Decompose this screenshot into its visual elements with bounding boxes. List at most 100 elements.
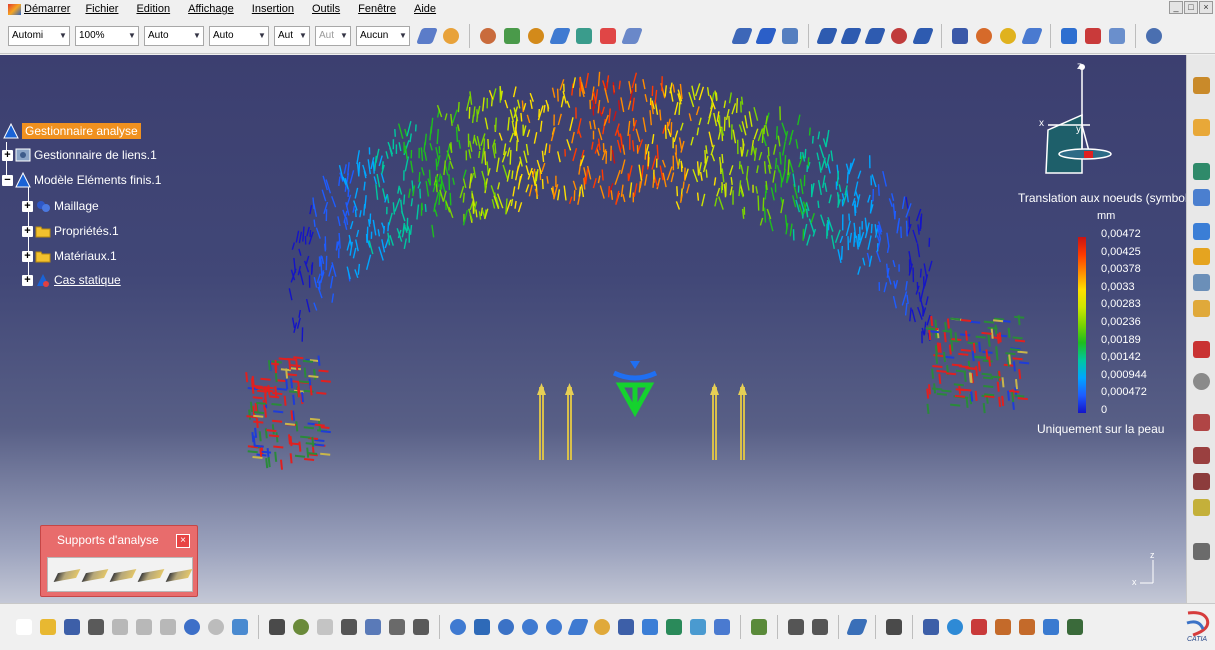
- gear-icon[interactable]: [1193, 77, 1210, 94]
- plane-icon[interactable]: [1193, 248, 1210, 265]
- hide-show-icon[interactable]: [687, 616, 709, 638]
- inertia-icon[interactable]: [410, 616, 432, 638]
- cube-icon[interactable]: [1193, 223, 1210, 240]
- restore-button[interactable]: □: [1184, 1, 1198, 14]
- normal-view-icon[interactable]: [567, 616, 589, 638]
- macro-icon[interactable]: [846, 616, 868, 638]
- pan-icon[interactable]: [471, 616, 493, 638]
- principal-stress-icon[interactable]: [816, 25, 838, 47]
- style-combo[interactable]: Aucun ▼: [356, 25, 410, 46]
- amplification-icon[interactable]: [973, 25, 995, 47]
- table-icon[interactable]: [338, 616, 360, 638]
- shading-icon[interactable]: [663, 616, 685, 638]
- expand-icon[interactable]: +: [22, 250, 33, 262]
- triangle-view-icon[interactable]: [1193, 163, 1210, 180]
- rigid-support-icon[interactable]: [140, 564, 164, 586]
- check-icon[interactable]: [992, 616, 1014, 638]
- tree-root-analysis-manager[interactable]: Gestionnaire analyse: [3, 121, 141, 141]
- help-icon[interactable]: [229, 616, 251, 638]
- zoom-combo[interactable]: 100% ▼: [75, 25, 139, 46]
- lock-icon[interactable]: [314, 616, 336, 638]
- undo-icon[interactable]: [181, 616, 203, 638]
- iso-view-icon[interactable]: [639, 616, 661, 638]
- part-design-icon[interactable]: [1082, 25, 1104, 47]
- new-file-icon[interactable]: [13, 616, 35, 638]
- extrema-icon[interactable]: [997, 25, 1019, 47]
- menu-affichage[interactable]: Affichage: [188, 3, 234, 15]
- von-mises-icon[interactable]: [755, 25, 777, 47]
- search-icon[interactable]: [1143, 25, 1165, 47]
- photo-studio-icon[interactable]: [944, 616, 966, 638]
- assembly-icon[interactable]: [1106, 25, 1128, 47]
- highlight-icon[interactable]: [1193, 499, 1210, 516]
- fit-all-icon[interactable]: [447, 616, 469, 638]
- point-support-icon[interactable]: [112, 564, 136, 586]
- mesh-part-icon[interactable]: [477, 25, 499, 47]
- information-icon[interactable]: [1021, 25, 1043, 47]
- tree-node-fem-model[interactable]: − Modèle Eléments finis.1: [2, 170, 161, 190]
- sphere-icon[interactable]: [1193, 373, 1210, 390]
- color-legend[interactable]: Translation aux noeuds (symbole mm 0,004…: [1018, 191, 1194, 441]
- expand-icon[interactable]: +: [22, 225, 33, 237]
- 3d-viewport[interactable]: z x y z x: [0, 55, 1186, 603]
- image-deformation-icon[interactable]: [731, 25, 753, 47]
- report-icon[interactable]: [864, 25, 886, 47]
- compute-icon[interactable]: [597, 25, 619, 47]
- surface-slider-icon[interactable]: [56, 564, 80, 586]
- capture-icon[interactable]: [883, 616, 905, 638]
- zoom-out-icon[interactable]: [543, 616, 565, 638]
- group-icon[interactable]: [1193, 300, 1210, 317]
- tree-node-links-manager[interactable]: + Gestionnaire de liens.1: [2, 145, 157, 165]
- save-icon[interactable]: [61, 616, 83, 638]
- octree-mesh-icon[interactable]: [501, 25, 523, 47]
- multi-view-icon[interactable]: [615, 616, 637, 638]
- analysis-supports-panel[interactable]: Supports d'analyse ×: [40, 525, 198, 597]
- menu-outils[interactable]: Outils: [311, 3, 341, 15]
- menu-insertion[interactable]: Insertion: [251, 3, 294, 15]
- restraint-icon[interactable]: [525, 25, 547, 47]
- measure-between-icon[interactable]: [968, 616, 990, 638]
- sensor-icon[interactable]: [888, 25, 910, 47]
- close-icon[interactable]: ×: [176, 534, 190, 548]
- cut-plane-icon[interactable]: [949, 25, 971, 47]
- surface-icon[interactable]: [1193, 274, 1210, 291]
- line-type-combo[interactable]: Auto ▼: [209, 25, 269, 46]
- open-folder-icon[interactable]: [37, 616, 59, 638]
- tree-node-static-case[interactable]: + Cas statique: [22, 270, 121, 290]
- layer-combo[interactable]: Aut ▼: [274, 25, 310, 46]
- menu-demarrer[interactable]: Démarrer: [0, 3, 76, 15]
- minimize-button[interactable]: _: [1169, 1, 1183, 14]
- line-thickness-icon[interactable]: [785, 616, 807, 638]
- catalog-icon[interactable]: [362, 616, 384, 638]
- animate-icon[interactable]: [912, 25, 934, 47]
- menu-aide[interactable]: Aide: [414, 3, 437, 15]
- customize-icon[interactable]: [1064, 616, 1086, 638]
- properties-icon[interactable]: [440, 25, 462, 47]
- copy-icon[interactable]: [133, 616, 155, 638]
- expand-icon[interactable]: +: [2, 149, 13, 161]
- table-icon[interactable]: [1193, 543, 1210, 560]
- normal-view-icon[interactable]: [1193, 189, 1210, 206]
- edge-slider-icon[interactable]: [84, 564, 108, 586]
- paste-icon[interactable]: [157, 616, 179, 638]
- layer-icon[interactable]: [809, 616, 831, 638]
- knowledge-icon[interactable]: [290, 616, 312, 638]
- bug-icon[interactable]: [1193, 414, 1210, 431]
- generate-icon[interactable]: [1040, 616, 1062, 638]
- redo-icon[interactable]: [205, 616, 227, 638]
- precision-icon[interactable]: [840, 25, 862, 47]
- menu-fichier[interactable]: Fichier: [85, 3, 119, 15]
- tree-node-materials[interactable]: + Matériaux.1: [22, 246, 117, 266]
- sensor-light-icon[interactable]: [1193, 341, 1210, 358]
- formula-icon[interactable]: [266, 616, 288, 638]
- material-icon[interactable]: [573, 25, 595, 47]
- swap-space-icon[interactable]: [711, 616, 733, 638]
- tree-node-properties[interactable]: + Propriétés.1: [22, 221, 119, 241]
- sketcher-icon[interactable]: [1058, 25, 1080, 47]
- paint-brush-icon[interactable]: [416, 25, 438, 47]
- point-combo[interactable]: Aut ▼: [315, 25, 351, 46]
- load-icon[interactable]: [549, 25, 571, 47]
- fly-mode-icon[interactable]: [591, 616, 613, 638]
- cut-icon[interactable]: [109, 616, 131, 638]
- tree-node-mesh[interactable]: + Maillage: [22, 196, 99, 216]
